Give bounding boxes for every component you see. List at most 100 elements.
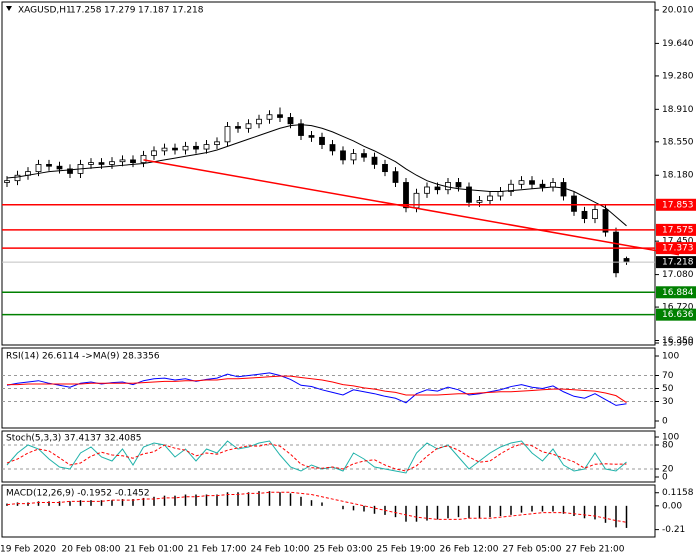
x-tick-label: 27 Feb 05:00 — [502, 545, 561, 555]
level-label: 17.575 — [662, 225, 694, 235]
y-tick-label: 0.1158 — [662, 488, 694, 498]
y-tick-label: 16.720 — [662, 303, 694, 313]
candle-body — [371, 156, 378, 165]
x-tick-label: 26 Feb 12:00 — [439, 545, 498, 555]
candle-body — [476, 200, 483, 203]
level-label: 17.853 — [662, 200, 694, 210]
y-tick-label: 100 — [662, 433, 679, 443]
candle-body — [224, 126, 231, 143]
y-tick-label: 18.550 — [662, 137, 694, 147]
candle-body — [539, 183, 546, 188]
macd-signal — [6, 491, 627, 523]
candle-body — [98, 162, 105, 165]
level-tag — [656, 223, 696, 236]
candle-body — [46, 164, 52, 167]
y-tick-label: 19.280 — [662, 71, 694, 81]
candle-body — [350, 153, 357, 161]
candle-body — [487, 195, 493, 201]
stoch-panel — [1, 430, 656, 483]
level-tag — [656, 308, 696, 321]
candle-body — [518, 180, 525, 185]
candle-body — [508, 183, 514, 192]
candle-body — [623, 258, 630, 263]
last-price-label: 17.218 — [662, 258, 694, 268]
macd-title: MACD(12,26,9) -0.1952 -0.1452 — [6, 489, 150, 499]
candle-body — [560, 182, 567, 197]
x-tick-label: 25 Feb 19:00 — [376, 545, 435, 555]
candle-body — [245, 123, 252, 129]
candle-body — [14, 174, 21, 182]
level-label: 17.373 — [662, 244, 694, 254]
quote-open: 17.258 — [70, 6, 102, 16]
candle-body — [172, 147, 178, 151]
quote-high: 17.279 — [104, 6, 136, 16]
candle-body — [529, 180, 535, 185]
quote-low: 17.187 — [138, 6, 170, 16]
y-tick-label: 100 — [662, 352, 679, 362]
candle-body — [613, 231, 619, 274]
candle-body — [109, 161, 115, 165]
x-tick-label: 21 Feb 17:00 — [187, 545, 246, 555]
candle-body — [140, 154, 147, 164]
last-price-tag — [656, 256, 696, 269]
candle-body — [56, 165, 63, 170]
level-label: 16.884 — [662, 288, 694, 298]
candle-body — [130, 159, 136, 164]
candle-body — [277, 114, 283, 118]
y-tick-label: 15.990 — [662, 339, 694, 349]
candle-body — [592, 209, 598, 219]
quote-close: 17.218 — [172, 6, 204, 16]
candle-body — [4, 180, 10, 183]
x-tick-label: 20 Feb 08:00 — [61, 545, 120, 555]
candle-body — [88, 162, 94, 165]
candle-body — [466, 186, 472, 203]
stoch-title: Stoch(5,3,3) 37.4137 32.4085 — [6, 434, 141, 444]
plot-area — [6, 491, 628, 528]
y-tick-label: 50 — [662, 384, 674, 394]
level-label: 16.636 — [662, 310, 694, 320]
candle-body — [455, 182, 462, 188]
candle-body — [424, 186, 430, 194]
y-tick-label: 80 — [662, 441, 674, 451]
level-tag — [656, 286, 696, 299]
plot-area — [2, 372, 655, 406]
candle-body — [203, 144, 210, 150]
x-tick-label: 27 Feb 21:00 — [565, 545, 624, 555]
candle-body — [413, 192, 420, 209]
candle-body — [266, 114, 273, 120]
y-tick-label: 19.640 — [662, 39, 694, 49]
indicator-line — [7, 375, 627, 403]
y-tick-label: 18.180 — [662, 171, 694, 181]
y-tick-label: -0.21 — [662, 525, 685, 535]
x-tick-label: 25 Feb 03:00 — [313, 545, 372, 555]
plot-area — [2, 440, 655, 474]
candle-body — [35, 164, 42, 173]
candle-body — [182, 145, 189, 151]
chart-title: XAGUSD,H1 — [18, 6, 72, 16]
candle-body — [119, 159, 126, 163]
y-tick-label: 0.00 — [662, 501, 682, 511]
y-tick-label: 0 — [662, 417, 668, 427]
y-tick-label: 18.910 — [662, 105, 694, 115]
candle-body — [67, 168, 73, 174]
candle-body — [256, 118, 262, 125]
candle-body — [214, 141, 220, 145]
candle-body — [340, 150, 346, 161]
x-tick-label: 19 Feb 2020 — [0, 545, 56, 555]
candle-body — [298, 123, 304, 136]
candle-body — [161, 147, 168, 152]
candle-body — [602, 209, 609, 233]
candle-body — [403, 182, 409, 209]
y-tick-label: 20.010 — [662, 6, 694, 16]
candle-body — [571, 195, 577, 212]
candle-body — [434, 186, 441, 191]
x-tick-label: 24 Feb 10:00 — [250, 545, 309, 555]
level-tag — [656, 242, 696, 255]
y-tick-label: 30 — [662, 397, 674, 407]
moving-average — [6, 124, 627, 227]
y-tick-label: 17.080 — [662, 270, 694, 280]
candle-body — [193, 145, 199, 150]
candle-body — [382, 164, 388, 173]
